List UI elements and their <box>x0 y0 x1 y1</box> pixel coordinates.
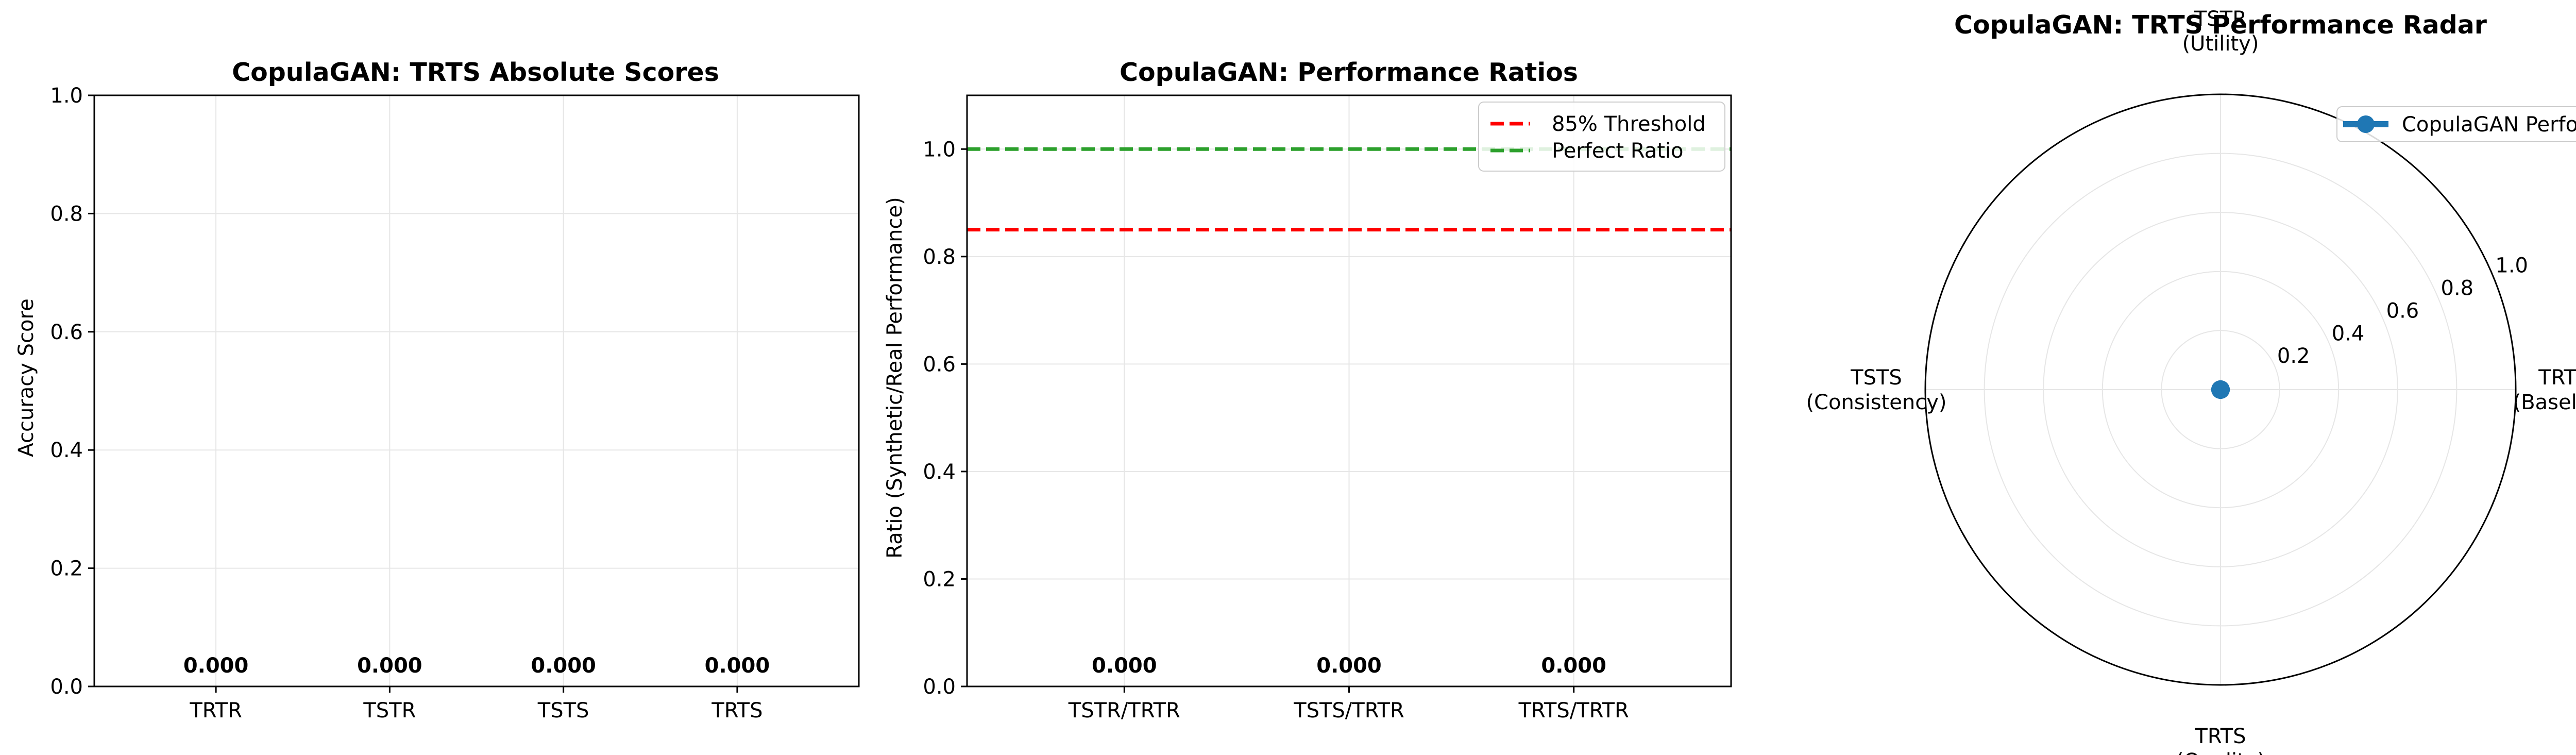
radial-tick-label: 1.0 <box>2495 254 2528 278</box>
x-tick-label: TSTR <box>363 699 416 723</box>
y-tick-label: 0.8 <box>50 202 83 226</box>
data-label: 0.000 <box>357 654 422 678</box>
y-axis-label: Ratio (Synthetic/Real Performance) <box>883 197 907 558</box>
y-axis-label: Accuracy Score <box>14 298 38 457</box>
axis-label-sub: (Baseline) <box>2513 391 2576 414</box>
x-tick-label: TRTR <box>189 699 242 723</box>
x-tick-label: TRTS <box>711 699 762 723</box>
x-ticks: TRTR TSTR TSTS TRTS <box>189 686 762 723</box>
legend: 85% Threshold Perfect Ratio <box>1478 102 1725 172</box>
data-labels: 0.000 0.000 0.000 0.000 <box>183 654 770 678</box>
radial-tick-label: 0.6 <box>2386 299 2419 323</box>
axis-label-sub: (Consistency) <box>1806 391 1946 414</box>
x-tick-label: TRTS/TRTR <box>1518 699 1629 723</box>
y-tick-label: 1.0 <box>923 138 956 161</box>
grid-lines <box>967 95 1731 687</box>
series <box>2211 380 2230 399</box>
axis-label-sub: (Utility) <box>2182 32 2259 56</box>
axis-label-sub: (Quality) <box>2176 749 2265 755</box>
axis-label-name: TRTS <box>2194 725 2246 748</box>
legend-label: 85% Threshold <box>1552 112 1706 136</box>
radial-tick-label: 0.8 <box>2441 277 2474 300</box>
legend-box <box>2336 106 2576 142</box>
radar-frame <box>1924 93 2517 686</box>
radial-ring <box>2161 330 2280 449</box>
legend-label: CopulaGAN Performance <box>2402 113 2576 137</box>
data-label: 0.000 <box>531 654 596 678</box>
chart-title: CopulaGAN: TRTS Absolute Scores <box>232 58 719 87</box>
chart-absolute-scores: CopulaGAN: TRTS Absolute Scores Accuracy… <box>14 58 860 723</box>
series-point <box>2211 380 2230 399</box>
radial-grid <box>1924 93 2517 686</box>
y-ticks: 0.0 0.2 0.4 0.6 0.8 1.0 <box>50 84 94 699</box>
legend-box <box>1478 102 1725 172</box>
data-labels: 0.000 0.000 0.000 <box>1092 654 1606 678</box>
radial-ring <box>2043 212 2398 567</box>
axis-label-name: TSTR <box>2194 7 2247 31</box>
y-tick-label: 0.0 <box>50 675 83 699</box>
y-tick-label: 0.6 <box>50 321 83 344</box>
radial-tick-label: 0.2 <box>2277 344 2310 368</box>
axis-label-name: TRTR <box>2538 366 2576 390</box>
plot-frame <box>966 94 1732 687</box>
y-tick-label: 0.2 <box>50 557 83 581</box>
y-tick-label: 0.0 <box>923 675 956 699</box>
radial-tick-label: 0.4 <box>2332 322 2365 345</box>
chart-title: CopulaGAN: Performance Ratios <box>1120 58 1578 87</box>
x-tick-label: TSTS <box>537 699 589 723</box>
y-ticks: 0.0 0.2 0.4 0.6 0.8 1.0 <box>923 138 967 699</box>
chart-performance-radar: CopulaGAN: TRTS Performance Radar TRTR(B… <box>1806 7 2576 755</box>
chart-title: CopulaGAN: TRTS Performance Radar <box>1954 10 2487 40</box>
legend-label: Perfect Ratio <box>1552 139 1684 163</box>
x-ticks: TSTR/TRTR TSTS/TRTR TRTS/TRTR <box>1068 686 1629 723</box>
legend: CopulaGAN Performance <box>2336 106 2576 142</box>
radial-ring <box>2102 271 2340 509</box>
radial-ticks: 0.2 0.4 0.6 0.8 1.0 <box>2277 254 2528 368</box>
x-tick-label: TSTR/TRTR <box>1068 699 1180 723</box>
data-label: 0.000 <box>705 654 770 678</box>
x-tick-label: TSTS/TRTR <box>1293 699 1404 723</box>
axis-label-name: TSTS <box>1850 366 1902 390</box>
axis-labels: TRTR(Baseline) TSTR(Utility) TSTS(Consiste… <box>1806 7 2576 755</box>
data-label: 0.000 <box>183 654 249 678</box>
y-tick-label: 0.8 <box>923 245 956 269</box>
y-tick-label: 0.4 <box>50 439 83 462</box>
y-tick-label: 1.0 <box>50 84 83 108</box>
plot-frame <box>93 94 860 687</box>
radial-ring <box>1984 153 2458 627</box>
data-label: 0.000 <box>1541 654 1606 678</box>
data-label: 0.000 <box>1092 654 1157 678</box>
y-tick-label: 0.2 <box>923 567 956 591</box>
y-tick-label: 0.6 <box>923 353 956 376</box>
legend-marker <box>2357 115 2375 133</box>
y-tick-label: 0.4 <box>923 460 956 484</box>
chart-performance-ratios: CopulaGAN: Performance Ratios Ratio (Syn… <box>883 58 1732 723</box>
data-label: 0.000 <box>1316 654 1382 678</box>
